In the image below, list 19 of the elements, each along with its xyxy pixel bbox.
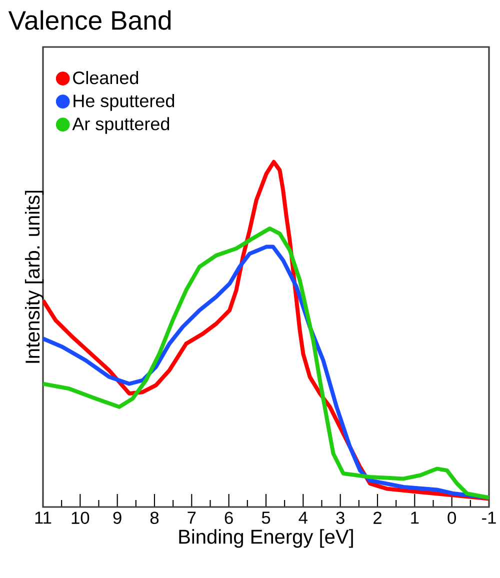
legend-label: Ar sputtered: [72, 117, 170, 134]
legend-label: He sputtered: [74, 94, 174, 111]
x-tick-label: 10: [72, 512, 90, 524]
x-tick-label: -1: [482, 512, 496, 524]
x-tick-label: 7: [188, 512, 196, 524]
chart-title: Valence Band: [8, 10, 171, 30]
x-tick-label: 2: [374, 512, 382, 524]
x-axis-title: Binding Energy [eV]: [179, 529, 353, 548]
x-tick-label: 8: [150, 512, 159, 524]
x-tick-label: 0: [448, 512, 456, 524]
x-tick-label: 5: [262, 512, 270, 524]
y-axis-title: Intensity [arb. units]: [24, 190, 44, 363]
x-tick-label: 1: [411, 512, 419, 524]
legend-label: Cleaned: [73, 70, 138, 84]
x-tick-label: 3: [336, 512, 344, 524]
x-tick-label: 9: [113, 512, 122, 524]
x-tick-label: 6: [224, 512, 233, 524]
x-tick-label: 4: [298, 512, 308, 524]
x-tick-label: 11: [35, 512, 52, 524]
